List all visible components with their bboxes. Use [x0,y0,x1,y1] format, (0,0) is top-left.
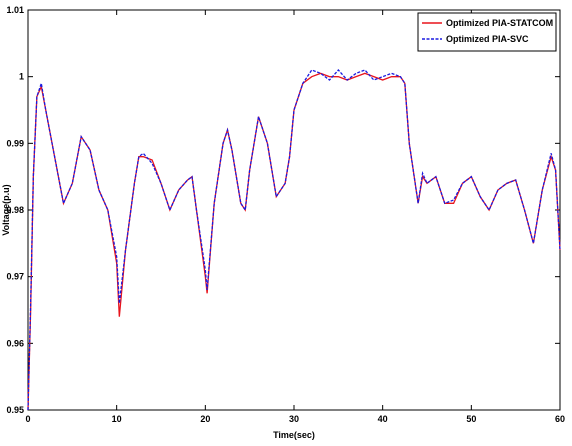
x-tick-label: 10 [112,414,122,424]
x-tick-label: 20 [200,414,210,424]
x-axis-label: Time(sec) [273,430,315,440]
series-line [27,69,561,411]
y-tick-label: 1 [19,72,24,82]
legend-label: Optimized PIA-SVC [446,34,529,44]
y-tick-label: 1.01 [6,5,24,15]
y-tick-label: 0.97 [6,272,24,282]
y-tick-label: 0.96 [6,338,24,348]
x-tick-label: 0 [25,414,30,424]
y-tick-label: 0.99 [6,138,24,148]
x-tick-label: 30 [289,414,299,424]
plot-area [27,9,561,411]
legend-box [417,12,557,52]
x-tick-label: 60 [555,414,565,424]
legend-label: Optimized PIA-STATCOM [446,18,553,28]
x-tick-label: 50 [466,414,476,424]
y-tick-label: 0.98 [6,205,24,215]
x-tick-label: 40 [378,414,388,424]
y-tick-label: 0.95 [6,405,24,415]
y-axis-label: Voltage(p.u) [1,184,11,235]
